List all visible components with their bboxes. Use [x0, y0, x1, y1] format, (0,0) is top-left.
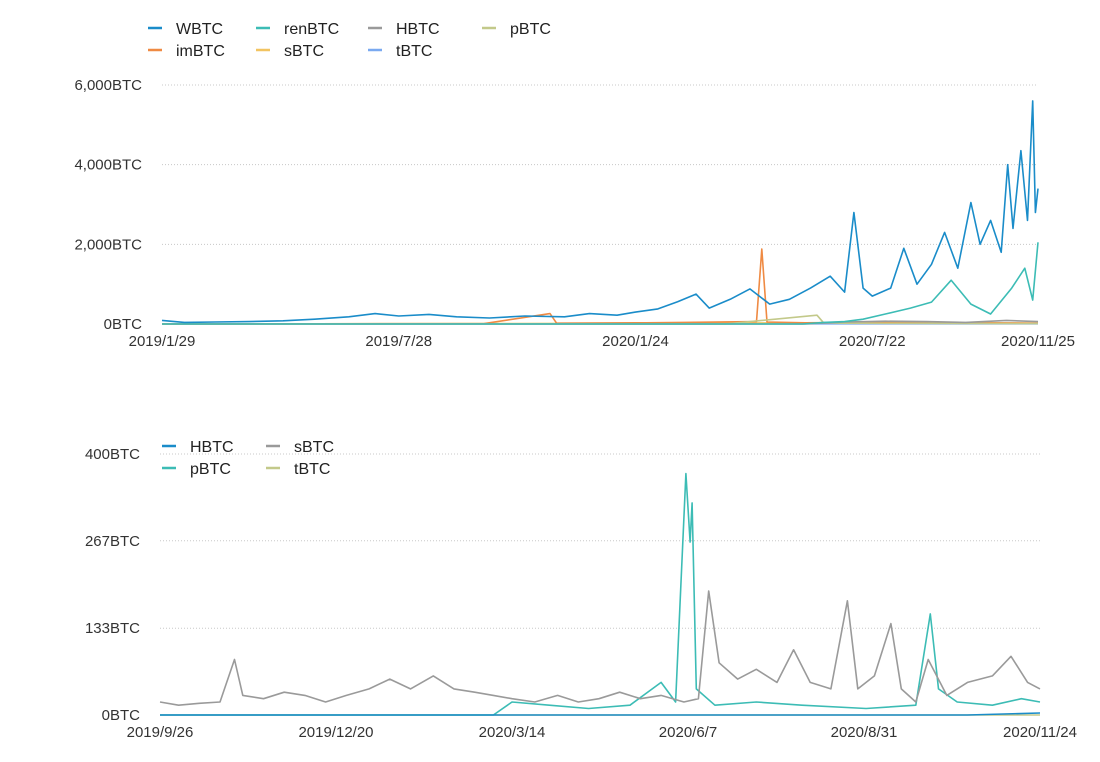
chart-2: 0BTC 133BTC 267BTC 400BTC 2019/9/26 2019/12/2… — [85, 439, 1077, 741]
legend-label: HBTC — [396, 21, 440, 38]
legend-label: tBTC — [396, 43, 432, 60]
chart-1: 0BTC 2,000BTC 4,000BTC 6,000BTC 2019/1/29 201… — [74, 21, 1075, 350]
y-tick-label: 4,000BTC — [74, 157, 142, 174]
y-tick-label: 133BTC — [85, 620, 140, 637]
x-tick-label: 2020/8/31 — [831, 724, 898, 741]
y-tick-label: 0BTC — [104, 316, 143, 333]
y-tick-label: 0BTC — [102, 707, 141, 724]
y-tick-label: 2,000BTC — [74, 236, 142, 253]
legend-label: tBTC — [294, 461, 330, 478]
x-tick-label: 2020/7/22 — [839, 333, 906, 350]
y-tick-label: 267BTC — [85, 533, 140, 550]
legend-label: HBTC — [190, 439, 234, 456]
series-line-sbtc — [159, 590, 1041, 706]
legend-label: renBTC — [284, 21, 339, 38]
y-tick-label: 6,000BTC — [74, 77, 142, 94]
x-tick-label: 2020/11/24 — [1003, 724, 1077, 741]
legend-label: sBTC — [294, 439, 334, 456]
x-tick-label: 2019/12/20 — [298, 724, 373, 741]
legend: HBTC sBTC pBTC tBTC — [162, 439, 334, 478]
x-tick-label: 2020/11/25 — [1001, 333, 1075, 350]
legend-label: sBTC — [284, 43, 324, 60]
legend-label: imBTC — [176, 43, 225, 60]
series-line-wbtc — [161, 100, 1039, 324]
x-tick-label: 2020/3/14 — [479, 724, 546, 741]
x-tick-label: 2019/9/26 — [127, 724, 194, 741]
x-tick-label: 2020/6/7 — [659, 724, 717, 741]
legend-label: WBTC — [176, 21, 223, 38]
x-tick-label: 2019/1/29 — [129, 333, 196, 350]
series-line-renbtc — [162, 242, 1039, 325]
y-tick-label: 400BTC — [85, 446, 140, 463]
x-tick-label: 2019/7/28 — [365, 333, 432, 350]
series-line-imbtc — [161, 248, 1039, 325]
legend-label: pBTC — [190, 461, 231, 478]
legend-label: pBTC — [510, 21, 551, 38]
x-tick-label: 2020/1/24 — [602, 333, 669, 350]
series-line-hbtc — [160, 712, 1041, 716]
legend: WBTC renBTC HBTC pBTC imBTC sBTC tBTC — [148, 21, 551, 60]
series-line-pbtc — [160, 472, 1041, 716]
